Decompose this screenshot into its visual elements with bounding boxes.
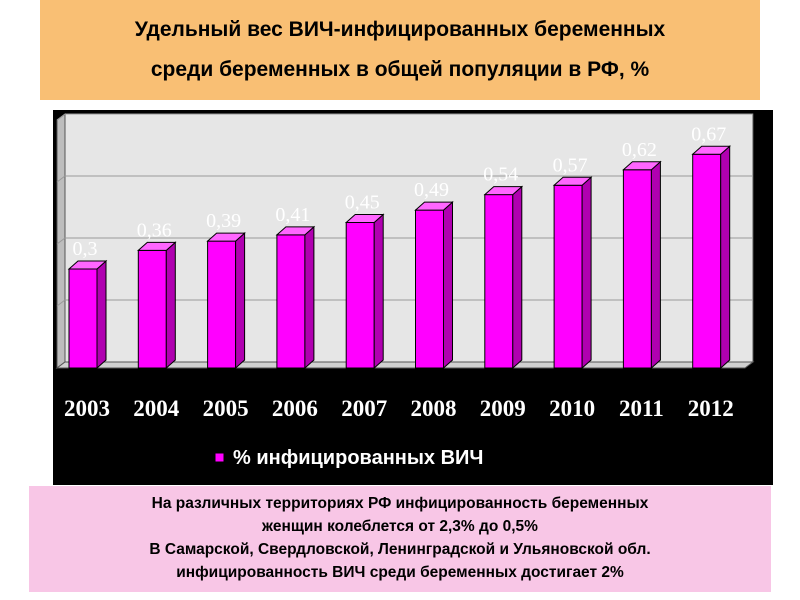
title-banner: Удельный вес ВИЧ-инфицированных беременн…: [40, 0, 760, 100]
x-tick-label: 2007: [341, 396, 387, 421]
bar-side: [650, 160, 661, 370]
gridline-side: [56, 113, 66, 121]
data-label: 0,39: [206, 210, 241, 232]
bar-side: [165, 241, 176, 370]
data-label: 0,67: [691, 123, 726, 145]
bar-top: [275, 226, 316, 236]
chart-panel: 0,3 2003 0,36 2004 0,39 2005 0,41 2006 0,45 2007 0…: [53, 110, 773, 485]
bar-side: [720, 145, 731, 370]
bar-top: [622, 161, 662, 171]
bar-top: [552, 176, 593, 186]
x-tick-label: 2008: [411, 396, 457, 421]
x-tick-label: 2004: [133, 396, 180, 421]
x-tick-label: 2011: [619, 396, 664, 421]
data-label: 0,3: [73, 238, 98, 260]
bar: [68, 268, 98, 369]
footnote-box: На различных территориях РФ инфицированн…: [29, 486, 771, 592]
bar: [415, 209, 444, 369]
bar: [622, 169, 652, 369]
bar-side: [443, 200, 453, 370]
footnote-line-2: женщин колеблется от 2,3% до 0,5%: [262, 518, 538, 535]
x-tick-label: 2005: [203, 396, 249, 421]
bar: [553, 184, 583, 369]
bar-top: [691, 145, 732, 155]
x-tick-label: 2009: [480, 396, 526, 421]
data-label: 0,41: [275, 204, 310, 226]
data-label: 0,57: [553, 154, 588, 176]
footnote-line-1: На различных территориях РФ инфицированн…: [151, 495, 649, 512]
page-title-line-1: Удельный вес ВИЧ-инфицированных беременн…: [134, 18, 666, 41]
bar-top: [136, 241, 177, 251]
bar: [345, 222, 375, 369]
bar: [207, 240, 237, 369]
data-label: 0,62: [622, 139, 657, 161]
data-label: 0,49: [414, 179, 449, 201]
bar: [692, 153, 722, 369]
x-tick-label: 2003: [64, 396, 110, 421]
bar-side: [512, 185, 523, 370]
bar-top: [483, 186, 524, 196]
legend-swatch: [214, 452, 225, 463]
gridline-side: [56, 175, 66, 183]
page-title-line-2: среди беременных в общей популяции в РФ,…: [150, 58, 650, 81]
gridline-side: [56, 299, 66, 307]
bar: [276, 234, 306, 369]
footnote-line-3: В Самарской, Свердловской, Ленинградской…: [149, 541, 651, 558]
footnote-line-4: инфицированность ВИЧ среди беременных до…: [176, 564, 624, 581]
bar-side: [581, 176, 592, 370]
legend-label: % инфицированных ВИЧ: [233, 447, 483, 469]
x-tick-label: 2010: [549, 396, 595, 421]
x-tick-label: 2012: [688, 396, 734, 421]
data-label: 0,54: [483, 164, 518, 186]
bar-top: [344, 214, 385, 223]
bar-side: [373, 213, 384, 370]
bar-top: [67, 260, 108, 270]
x-tick-label: 2006: [272, 396, 318, 421]
bar-side: [96, 259, 107, 370]
bar-chart: 0,3 2003 0,36 2004 0,39 2005 0,41 2006 0,45 2007 0…: [55, 113, 755, 469]
bar: [137, 249, 167, 369]
bar-top: [206, 232, 246, 242]
bar-side: [235, 231, 246, 370]
bar: [484, 194, 514, 369]
gridline-side: [56, 237, 66, 245]
bar-top: [414, 201, 454, 211]
data-label: 0,36: [137, 219, 172, 241]
bar-side: [304, 225, 315, 370]
data-label: 0,45: [345, 192, 380, 214]
